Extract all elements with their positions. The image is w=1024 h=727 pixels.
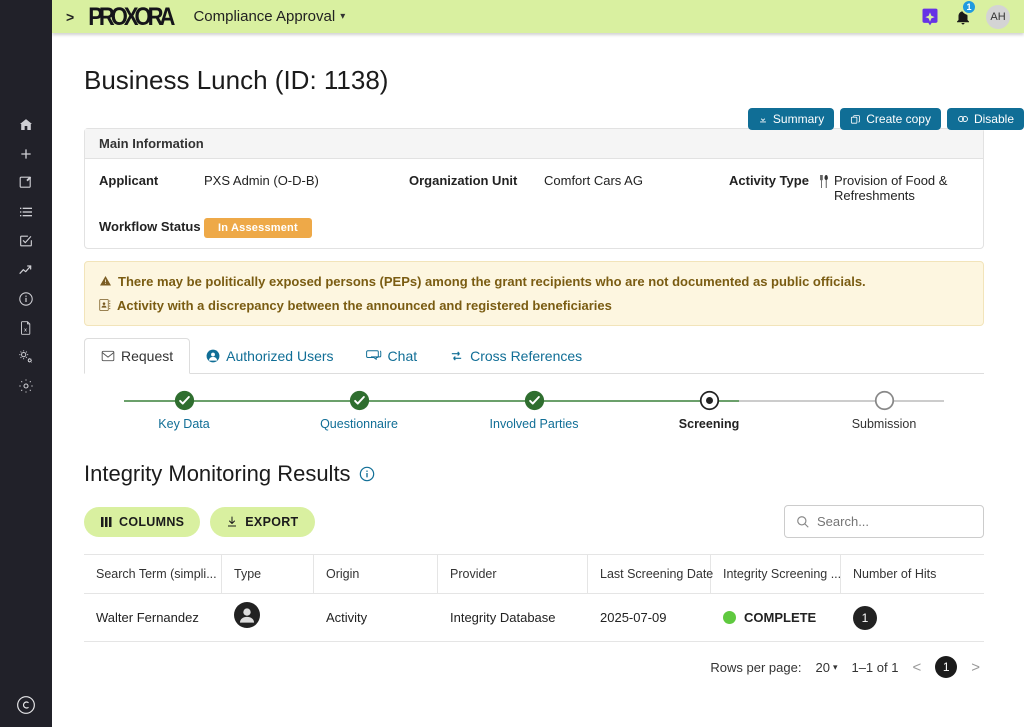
svg-text:x: x <box>24 327 27 333</box>
